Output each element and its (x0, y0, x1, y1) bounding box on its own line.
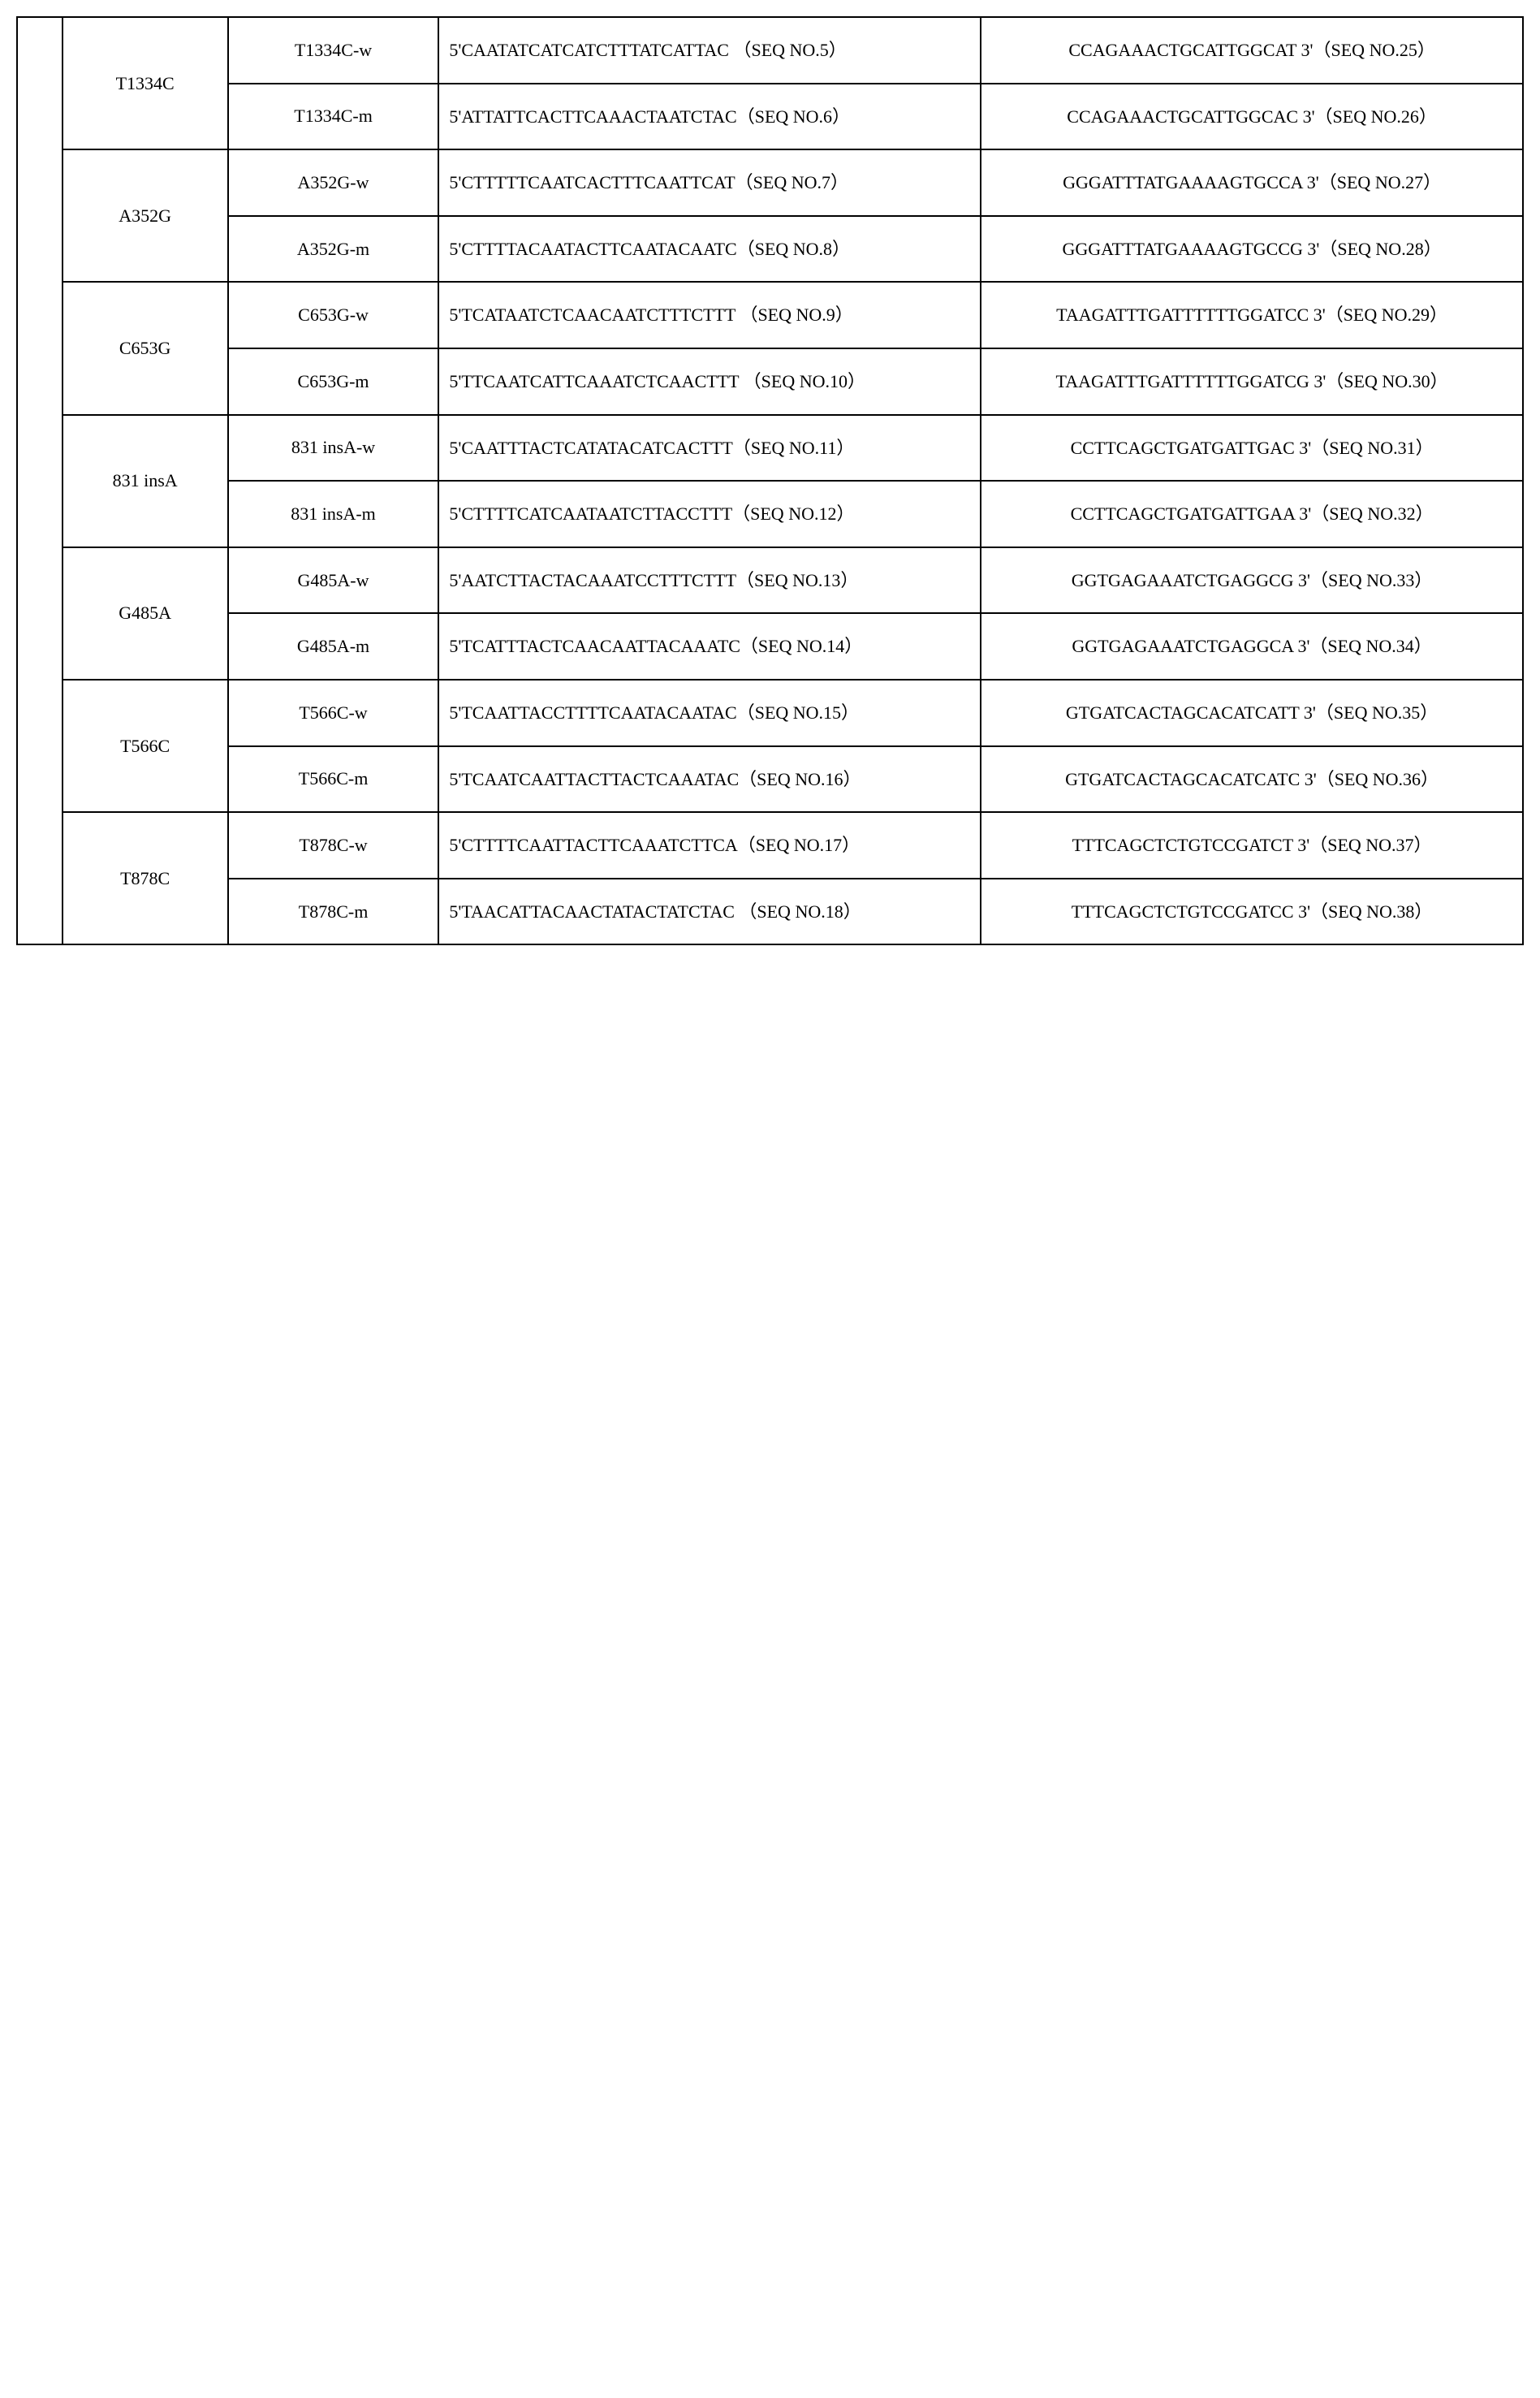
sequence-1-cell: 5'CAATTTACTCATATACATCACTTT（SEQ NO.11） (438, 415, 981, 482)
table-row: G485AG485A-w5'AATCTTACTACAAATCCTTTCTTT（S… (17, 547, 1523, 614)
sequence-2-cell: CCTTCAGCTGATGATTGAA 3'（SEQ NO.32） (981, 481, 1523, 547)
primer-name-cell: T1334C-m (228, 84, 439, 150)
primer-name-cell: A352G-m (228, 216, 439, 283)
sequence-1-cell: 5'CTTTTTCAATCACTTTCAATTCAT（SEQ NO.7） (438, 149, 981, 216)
sequence-2-cell: TTTCAGCTCTGTCCGATCC 3'（SEQ NO.38） (981, 879, 1523, 945)
sequence-2-cell: CCAGAAACTGCATTGGCAT 3'（SEQ NO.25） (981, 17, 1523, 84)
table-row: 831 insA831 insA-w5'CAATTTACTCATATACATCA… (17, 415, 1523, 482)
sequence-2-cell: CCAGAAACTGCATTGGCAC 3'（SEQ NO.26） (981, 84, 1523, 150)
table-row: T878C-m5'TAACATTACAACTATACTATCTAC （SEQ N… (17, 879, 1523, 945)
table-row: A352GA352G-w5'CTTTTTCAATCACTTTCAATTCAT（S… (17, 149, 1523, 216)
primer-name-cell: T878C-m (228, 879, 439, 945)
primer-name-cell: G485A-m (228, 613, 439, 680)
sequence-2-cell: TAAGATTTGATTTTTTGGATCG 3'（SEQ NO.30） (981, 348, 1523, 415)
table-row: C653GC653G-w5'TCATAATCTCAACAATCTTTCTTT （… (17, 282, 1523, 348)
primer-sequence-table: T1334CT1334C-w5'CAATATCATCATCTTTATCATTAC… (16, 16, 1524, 945)
group-label-cell: A352G (63, 149, 228, 282)
sequence-2-cell: GGGATTTATGAAAAGTGCCA 3'（SEQ NO.27） (981, 149, 1523, 216)
sequence-1-cell: 5'TCATAATCTCAACAATCTTTCTTT （SEQ NO.9） (438, 282, 981, 348)
table-row: 831 insA-m5'CTTTTCATCAATAATCTTACCTTT（SEQ… (17, 481, 1523, 547)
sequence-1-cell: 5'ATTATTCACTTCAAACTAATCTAC（SEQ NO.6） (438, 84, 981, 150)
primer-name-cell: T878C-w (228, 812, 439, 879)
sequence-1-cell: 5'CTTTTCATCAATAATCTTACCTTT（SEQ NO.12） (438, 481, 981, 547)
primer-name-cell: G485A-w (228, 547, 439, 614)
sequence-1-cell: 5'CTTTTCAATTACTTCAAATCTTCA（SEQ NO.17） (438, 812, 981, 879)
primer-name-cell: T566C-m (228, 746, 439, 813)
sequence-2-cell: TAAGATTTGATTTTTTGGATCC 3'（SEQ NO.29） (981, 282, 1523, 348)
sequence-1-cell: 5'CAATATCATCATCTTTATCATTAC （SEQ NO.5） (438, 17, 981, 84)
primer-name-cell: C653G-w (228, 282, 439, 348)
table-row: T878CT878C-w5'CTTTTCAATTACTTCAAATCTTCA（S… (17, 812, 1523, 879)
group-label-cell: T566C (63, 680, 228, 812)
group-label-cell: G485A (63, 547, 228, 680)
table-row: T566C-m5'TCAATCAATTACTTACTCAAATAC（SEQ NO… (17, 746, 1523, 813)
sequence-1-cell: 5'TAACATTACAACTATACTATCTAC （SEQ NO.18） (438, 879, 981, 945)
sequence-2-cell: TTTCAGCTCTGTCCGATCT 3'（SEQ NO.37） (981, 812, 1523, 879)
primer-name-cell: T1334C-w (228, 17, 439, 84)
sequence-1-cell: 5'TCATTTACTCAACAATTACAAATC（SEQ NO.14） (438, 613, 981, 680)
sequence-1-cell: 5'AATCTTACTACAAATCCTTTCTTT（SEQ NO.13） (438, 547, 981, 614)
table-row: T1334C-m5'ATTATTCACTTCAAACTAATCTAC（SEQ N… (17, 84, 1523, 150)
primer-name-cell: 831 insA-m (228, 481, 439, 547)
group-label-cell: C653G (63, 282, 228, 414)
sequence-2-cell: GGGATTTATGAAAAGTGCCG 3'（SEQ NO.28） (981, 216, 1523, 283)
sequence-1-cell: 5'TTCAATCATTCAAATCTCAACTTT （SEQ NO.10） (438, 348, 981, 415)
primer-name-cell: A352G-w (228, 149, 439, 216)
group-label-cell: T1334C (63, 17, 228, 149)
sequence-2-cell: CCTTCAGCTGATGATTGAC 3'（SEQ NO.31） (981, 415, 1523, 482)
primer-name-cell: C653G-m (228, 348, 439, 415)
table-row: A352G-m5'CTTTTACAATACTTCAATACAATC（SEQ NO… (17, 216, 1523, 283)
sequence-2-cell: GTGATCACTAGCACATCATC 3'（SEQ NO.36） (981, 746, 1523, 813)
sequence-1-cell: 5'TCAATTACCTTTTCAATACAATAC（SEQ NO.15） (438, 680, 981, 746)
sequence-2-cell: GGTGAGAAATCTGAGGCA 3'（SEQ NO.34） (981, 613, 1523, 680)
sequence-2-cell: GTGATCACTAGCACATCATT 3'（SEQ NO.35） (981, 680, 1523, 746)
primer-name-cell: 831 insA-w (228, 415, 439, 482)
empty-leading-cell (17, 17, 63, 944)
group-label-cell: T878C (63, 812, 228, 944)
table-row: T1334CT1334C-w5'CAATATCATCATCTTTATCATTAC… (17, 17, 1523, 84)
table-row: G485A-m5'TCATTTACTCAACAATTACAAATC（SEQ NO… (17, 613, 1523, 680)
sequence-1-cell: 5'TCAATCAATTACTTACTCAAATAC（SEQ NO.16） (438, 746, 981, 813)
table-row: T566CT566C-w5'TCAATTACCTTTTCAATACAATAC（S… (17, 680, 1523, 746)
sequence-1-cell: 5'CTTTTACAATACTTCAATACAATC（SEQ NO.8） (438, 216, 981, 283)
table-row: C653G-m5'TTCAATCATTCAAATCTCAACTTT （SEQ N… (17, 348, 1523, 415)
sequence-2-cell: GGTGAGAAATCTGAGGCG 3'（SEQ NO.33） (981, 547, 1523, 614)
primer-name-cell: T566C-w (228, 680, 439, 746)
group-label-cell: 831 insA (63, 415, 228, 547)
